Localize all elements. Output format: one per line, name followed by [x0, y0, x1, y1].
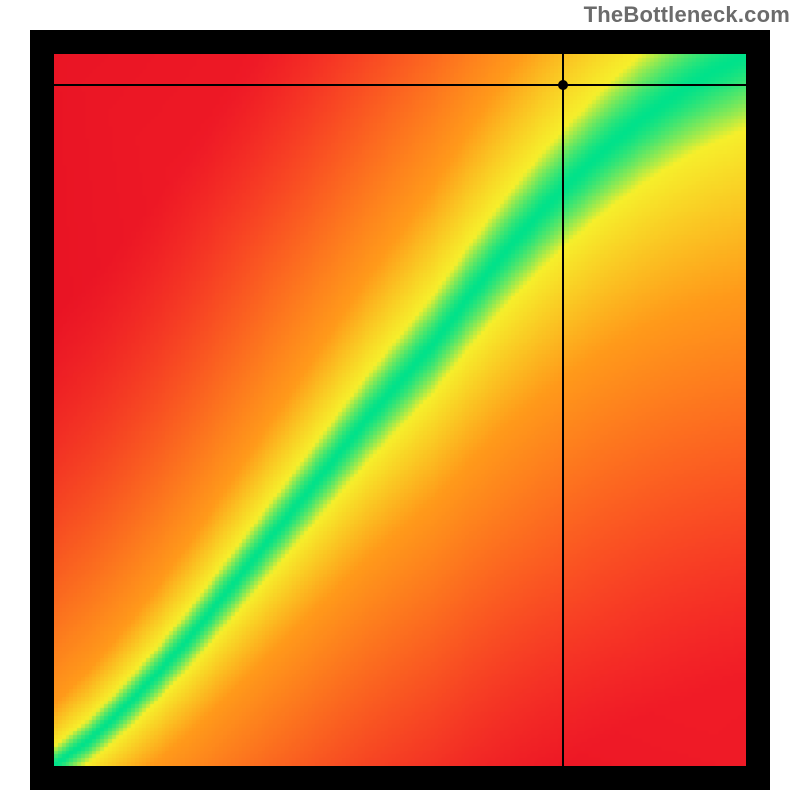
chart-root: TheBottleneck.com	[0, 0, 800, 800]
watermark-text: TheBottleneck.com	[584, 2, 790, 28]
crosshair-vertical	[562, 54, 564, 766]
crosshair-horizontal	[54, 84, 746, 86]
heatmap-plot	[54, 54, 746, 766]
crosshair-marker	[558, 80, 568, 90]
heatmap-canvas	[54, 54, 746, 766]
